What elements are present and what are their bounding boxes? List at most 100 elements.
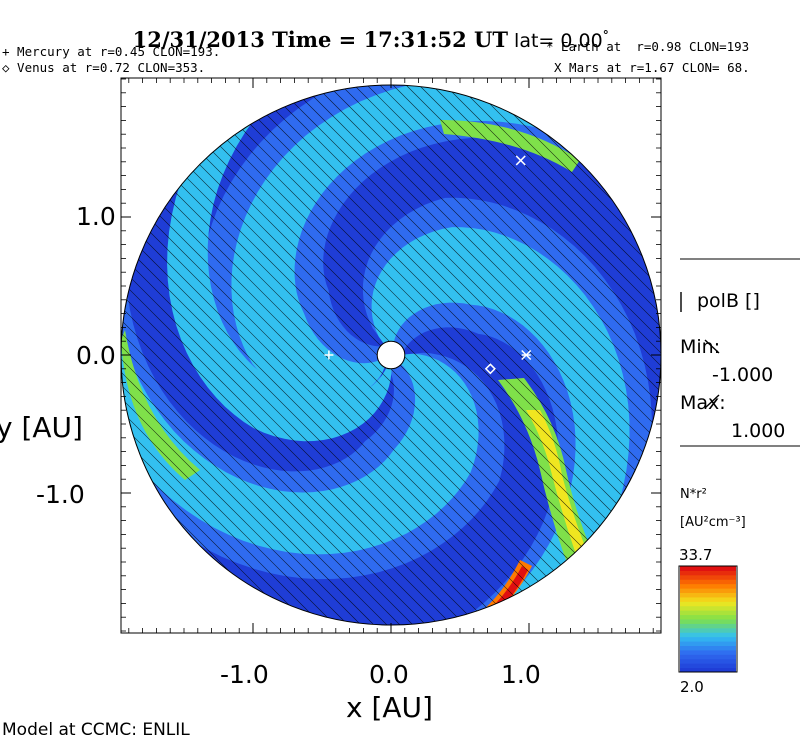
hatch-line bbox=[193, 85, 661, 625]
colorbar-band bbox=[680, 610, 736, 616]
venus-info: ◇ Venus at r=0.72 CLON=353. bbox=[2, 60, 206, 75]
hatch-line bbox=[121, 85, 457, 625]
hatch-line bbox=[121, 85, 587, 625]
hatch-line bbox=[121, 85, 600, 625]
date-time: 12/31/2013 Time = 17:31:52 UT bbox=[132, 27, 508, 52]
colorbar-band bbox=[680, 574, 736, 580]
colorbar-band bbox=[680, 667, 736, 673]
hatch-line bbox=[167, 85, 661, 625]
spiral-arm bbox=[121, 306, 479, 555]
x-tick-label: 1.0 bbox=[501, 660, 541, 689]
colorbar-band bbox=[680, 579, 736, 585]
density-disk bbox=[121, 85, 661, 625]
x-tick-label: 0.0 bbox=[369, 660, 409, 689]
planet-markers bbox=[324, 155, 532, 375]
field-label: polB [] bbox=[697, 290, 760, 312]
colorbar-band bbox=[680, 636, 736, 642]
max-value: 1.000 bbox=[731, 420, 786, 442]
colorbar-band bbox=[680, 601, 736, 607]
colorbar-band bbox=[680, 570, 736, 576]
y-tick-label: 1.0 bbox=[76, 202, 116, 231]
hatch-line bbox=[121, 85, 444, 625]
hatch-line bbox=[284, 85, 661, 625]
planet-mercury-marker bbox=[324, 350, 334, 360]
colorbar-band bbox=[680, 596, 736, 602]
axis-ticks bbox=[121, 78, 661, 633]
hatch-line bbox=[121, 85, 353, 625]
hatch-line bbox=[121, 85, 535, 625]
y-axis-label: y [AU] bbox=[0, 411, 83, 444]
hatch-line bbox=[121, 85, 574, 625]
colorbar-band bbox=[680, 641, 736, 646]
hatch-line bbox=[310, 85, 661, 625]
colorbar-band bbox=[680, 605, 736, 611]
colorbar-fill bbox=[680, 566, 736, 673]
hatch-line bbox=[336, 85, 661, 625]
hatch-line bbox=[121, 85, 509, 625]
colorbar-band bbox=[680, 627, 736, 633]
colorbar-band bbox=[680, 583, 736, 589]
hatch-line bbox=[121, 85, 405, 625]
density-feature bbox=[121, 330, 200, 480]
hatch-line bbox=[121, 85, 522, 625]
earth-info: * Earth at r=0.98 CLON=193 bbox=[546, 39, 750, 54]
hatch-line bbox=[375, 85, 661, 625]
colorbar-band bbox=[680, 588, 736, 593]
hatch-line bbox=[121, 85, 340, 625]
spiral-arm bbox=[231, 85, 566, 404]
hatch-line bbox=[349, 85, 661, 625]
hatch-line bbox=[206, 85, 661, 625]
max-label: Max: bbox=[680, 392, 726, 414]
hatch-line bbox=[121, 85, 379, 625]
y-tick-label: 0.0 bbox=[76, 341, 116, 370]
hatch-line bbox=[121, 85, 327, 625]
colorbar-band bbox=[680, 566, 736, 571]
mars-info: X Mars at r=1.67 CLON= 68. bbox=[554, 60, 750, 75]
hatch-line bbox=[121, 85, 561, 625]
hatch-line bbox=[121, 85, 613, 625]
x-axis-label: x [AU] bbox=[346, 691, 433, 724]
degree-sign: ° bbox=[602, 28, 609, 42]
hatch-line bbox=[271, 85, 661, 625]
colorbar-band bbox=[680, 592, 736, 598]
hatch-line bbox=[440, 85, 661, 625]
colorbar-band bbox=[680, 623, 736, 629]
hatch-line bbox=[121, 85, 366, 625]
hatch-line bbox=[219, 85, 661, 625]
hatch-line bbox=[414, 85, 661, 625]
density-feature bbox=[440, 120, 580, 172]
hatch-line bbox=[232, 85, 661, 625]
colorbar bbox=[678, 565, 738, 673]
planet-venus-marker bbox=[484, 363, 496, 375]
colorbar-band bbox=[680, 663, 736, 669]
hatch-line bbox=[388, 85, 661, 625]
plot-title: 12/31/2013 Time = 17:31:52 UT lat= 0.00° bbox=[118, 8, 609, 51]
hatch-line bbox=[362, 85, 661, 625]
colorbar-units: [AU²cm⁻³] bbox=[680, 515, 746, 530]
colorbar-band bbox=[680, 645, 736, 651]
min-glyph bbox=[704, 339, 720, 354]
colorbar-band bbox=[680, 614, 736, 620]
hatch-line bbox=[180, 85, 661, 625]
hatch-line bbox=[121, 85, 392, 625]
y-tick-label: -1.0 bbox=[36, 480, 85, 509]
planet-mars-marker bbox=[515, 155, 526, 166]
colorbar-quantity: N*r² bbox=[680, 487, 707, 502]
sun bbox=[376, 340, 406, 370]
hatch-line bbox=[297, 85, 661, 625]
colorbar-max: 33.7 bbox=[679, 546, 713, 564]
hatch-line bbox=[121, 85, 496, 625]
mercury-info: + Mercury at r=0.45 CLON=193. bbox=[2, 44, 221, 59]
hatch-line bbox=[121, 85, 483, 625]
hatch-line bbox=[401, 85, 661, 625]
planet-earth-marker bbox=[521, 349, 532, 361]
density-feature bbox=[526, 410, 630, 625]
latitude: lat= 0.00 bbox=[514, 30, 603, 52]
hatch-line bbox=[121, 85, 314, 625]
hatch-line bbox=[121, 85, 470, 625]
hatch-line bbox=[121, 85, 548, 625]
colorbar-min: 2.0 bbox=[680, 678, 704, 696]
colorbar-band bbox=[680, 654, 736, 660]
hatch-line bbox=[121, 85, 418, 625]
colorbar-band bbox=[680, 619, 736, 624]
